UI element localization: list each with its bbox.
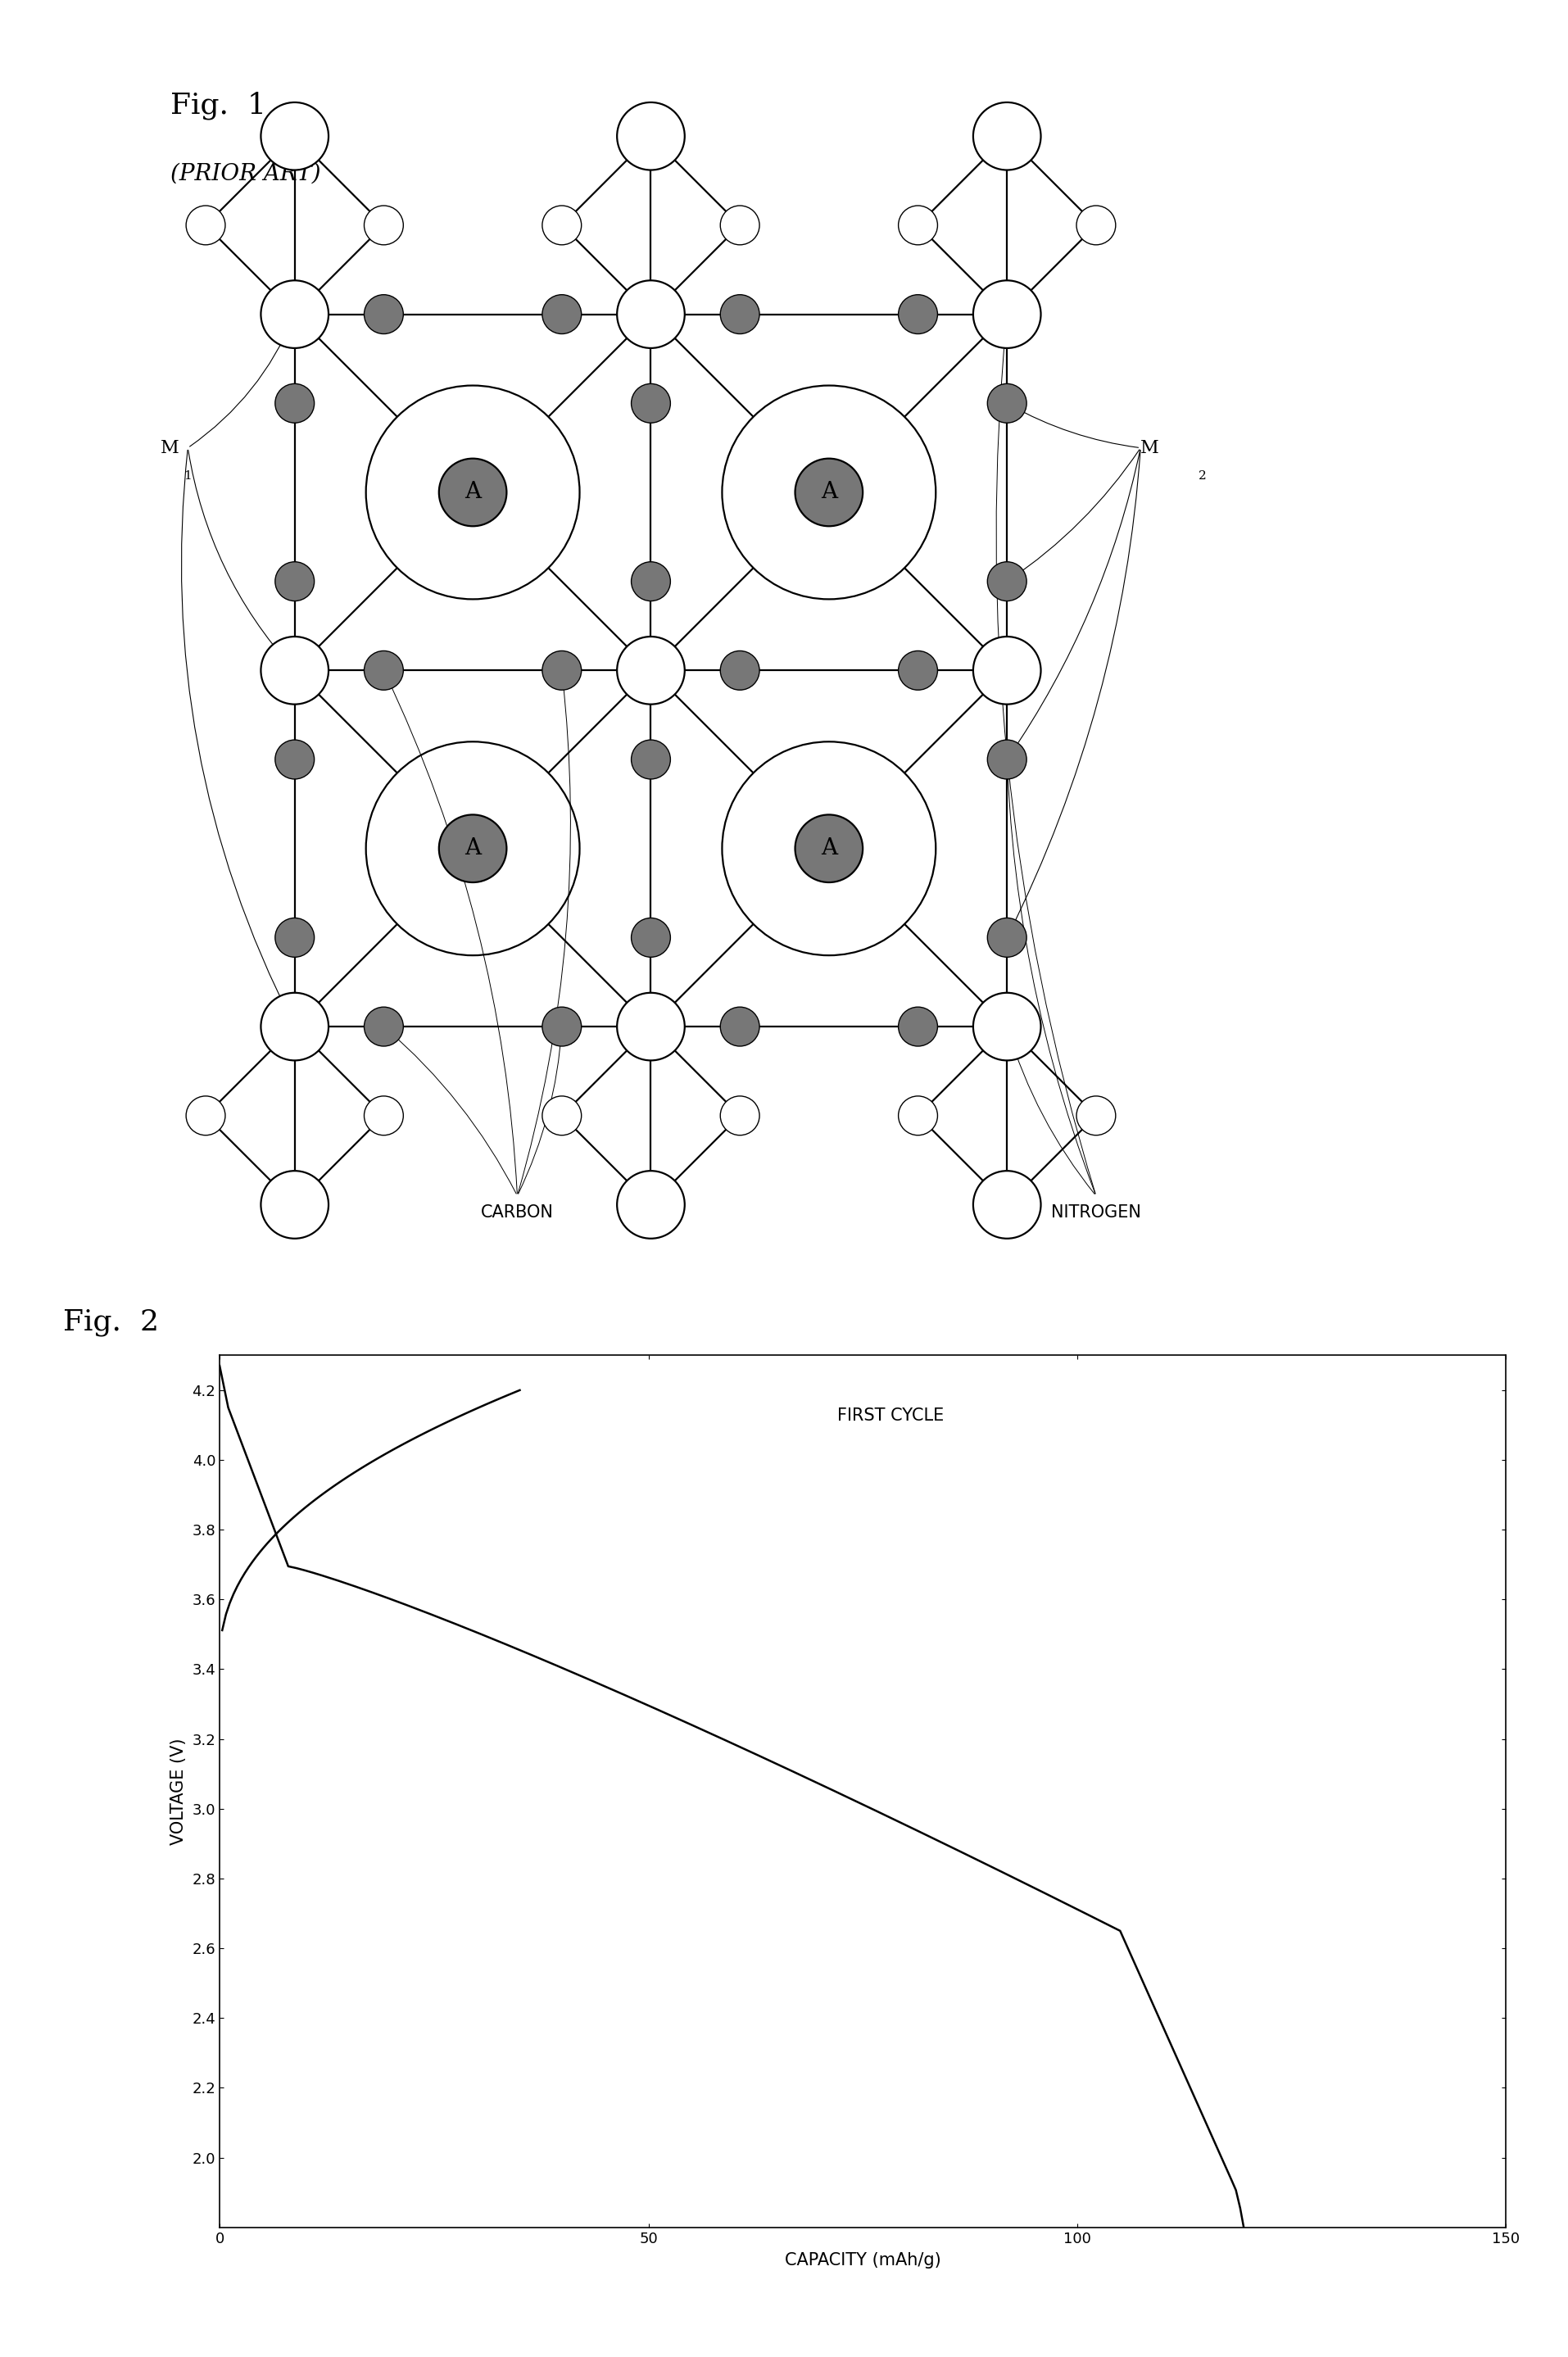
Circle shape [972, 1171, 1040, 1237]
Circle shape [364, 651, 403, 691]
Circle shape [986, 561, 1025, 601]
Circle shape [616, 992, 684, 1061]
Circle shape [898, 1096, 938, 1136]
Text: A: A [820, 481, 837, 504]
Circle shape [630, 561, 670, 601]
Circle shape [616, 101, 684, 170]
X-axis label: CAPACITY (mAh/g): CAPACITY (mAh/g) [784, 2251, 941, 2267]
Circle shape [365, 387, 579, 599]
Y-axis label: VOLTAGE (V): VOLTAGE (V) [169, 1737, 187, 1846]
Text: A: A [464, 481, 481, 504]
Circle shape [543, 205, 582, 245]
Circle shape [972, 101, 1040, 170]
Circle shape [543, 1096, 582, 1136]
Circle shape [260, 1171, 328, 1237]
Circle shape [187, 205, 226, 245]
Circle shape [616, 280, 684, 349]
Circle shape [616, 1171, 684, 1237]
Circle shape [972, 280, 1040, 349]
Circle shape [365, 742, 579, 955]
Text: M: M [1140, 438, 1159, 457]
Text: Fig.  2: Fig. 2 [63, 1308, 158, 1336]
Circle shape [364, 1096, 403, 1136]
Circle shape [260, 992, 328, 1061]
Circle shape [364, 1006, 403, 1047]
Circle shape [274, 740, 314, 780]
Circle shape [720, 1006, 759, 1047]
Circle shape [543, 1006, 582, 1047]
Circle shape [274, 561, 314, 601]
Circle shape [720, 1096, 759, 1136]
Circle shape [616, 636, 684, 705]
Text: NITROGEN: NITROGEN [1051, 1204, 1140, 1221]
Circle shape [972, 992, 1040, 1061]
Text: FIRST CYCLE: FIRST CYCLE [837, 1407, 944, 1424]
Circle shape [274, 917, 314, 957]
Text: 1: 1 [183, 469, 191, 481]
Circle shape [972, 636, 1040, 705]
Circle shape [898, 1006, 938, 1047]
Text: A: A [464, 837, 481, 860]
Circle shape [986, 384, 1025, 422]
Circle shape [260, 280, 328, 349]
Circle shape [630, 384, 670, 422]
Circle shape [898, 205, 938, 245]
Circle shape [986, 740, 1025, 780]
Circle shape [630, 917, 670, 957]
Circle shape [898, 651, 938, 691]
Circle shape [986, 917, 1025, 957]
Text: M: M [160, 438, 179, 457]
Text: 2: 2 [1198, 469, 1206, 481]
Text: (PRIOR ART): (PRIOR ART) [169, 163, 320, 184]
Text: Fig.  1: Fig. 1 [169, 92, 265, 120]
Circle shape [543, 651, 582, 691]
Circle shape [364, 295, 403, 335]
Circle shape [274, 384, 314, 422]
Circle shape [439, 460, 506, 526]
Circle shape [795, 816, 862, 882]
Circle shape [439, 816, 506, 882]
Circle shape [630, 740, 670, 780]
Circle shape [1076, 1096, 1115, 1136]
Circle shape [364, 205, 403, 245]
Circle shape [260, 636, 328, 705]
Circle shape [543, 295, 582, 335]
Circle shape [1076, 205, 1115, 245]
Circle shape [721, 387, 935, 599]
Text: A: A [820, 837, 837, 860]
Circle shape [795, 460, 862, 526]
Text: CARBON: CARBON [481, 1204, 554, 1221]
Circle shape [721, 742, 935, 955]
Circle shape [720, 651, 759, 691]
Circle shape [898, 295, 938, 335]
Circle shape [720, 205, 759, 245]
Circle shape [187, 1096, 226, 1136]
Circle shape [260, 101, 328, 170]
Circle shape [720, 295, 759, 335]
